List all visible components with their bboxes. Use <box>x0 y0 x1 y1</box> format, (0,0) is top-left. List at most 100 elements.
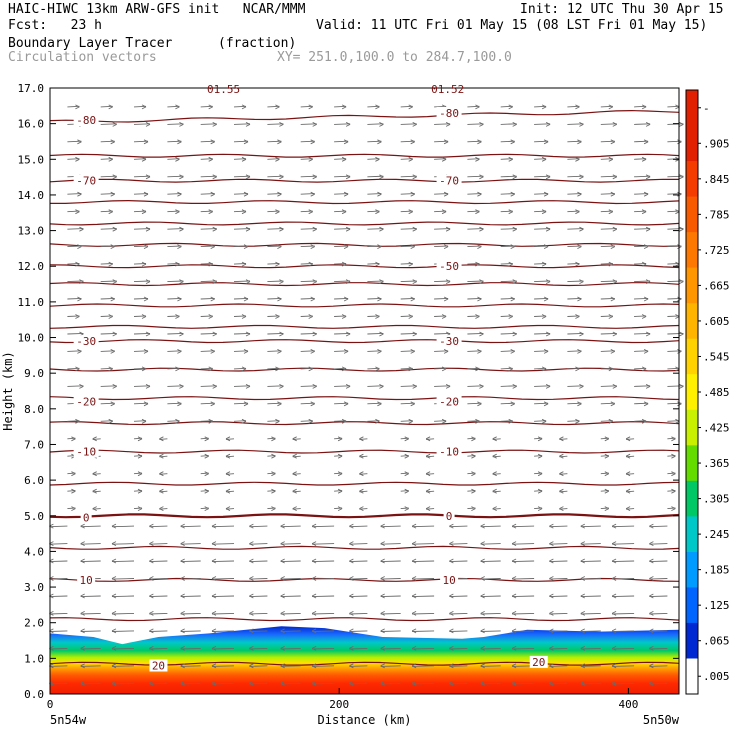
circulation-vector <box>100 140 115 143</box>
vector-arrowhead <box>204 453 209 459</box>
circulation-vector <box>280 578 301 580</box>
vector-arrowhead <box>404 488 409 494</box>
circulation-vector <box>300 385 317 387</box>
vector-arrowhead <box>375 209 380 215</box>
vector-arrowhead <box>271 471 276 477</box>
circulation-vector <box>367 193 382 195</box>
vector-arrowhead <box>612 383 618 389</box>
circulation-vector <box>100 280 117 283</box>
vector-arrowhead <box>577 139 582 145</box>
circulation-vector <box>412 595 435 598</box>
circulation-vector <box>412 525 435 528</box>
colorbar-segment <box>686 338 698 375</box>
circulation-vector <box>400 350 415 352</box>
vector-arrowhead <box>612 174 618 180</box>
circulation-vector <box>111 525 135 528</box>
vector-arrowhead <box>480 523 485 529</box>
y-tick-label: 11.0 <box>18 296 45 309</box>
circulation-vector <box>667 228 684 230</box>
vector-arrowhead <box>377 244 382 250</box>
vector-arrowhead <box>408 418 413 424</box>
circulation-vector <box>600 280 617 283</box>
vector-arrowhead <box>249 541 254 547</box>
vector-arrowhead <box>559 436 564 442</box>
temperature-contour-line <box>49 481 680 486</box>
circulation-vector <box>400 228 417 230</box>
vector-arrowhead <box>275 418 280 424</box>
circulation-vector <box>149 630 168 632</box>
vector-arrowhead <box>380 593 385 599</box>
circulation-vector <box>400 245 415 248</box>
vector-arrowhead <box>310 401 315 407</box>
vector-arrowhead <box>345 174 351 180</box>
vector-arrowhead <box>79 383 84 389</box>
vector-arrowhead <box>249 593 254 599</box>
vector-arrowhead <box>411 645 417 651</box>
circulation-vector <box>634 228 651 230</box>
cross-section-xy: XY= 251.0,100.0 to 284.7,100.0 <box>277 50 512 65</box>
circulation-vector <box>200 228 217 230</box>
vector-arrowhead <box>649 628 654 634</box>
colorbar-label: .245 <box>703 528 730 541</box>
circulation-vector <box>349 630 368 632</box>
vector-arrowhead <box>245 331 251 337</box>
circulation-vector <box>334 140 349 143</box>
circulation-vector <box>434 123 451 125</box>
vector-arrowhead <box>211 645 217 651</box>
vector-arrowhead <box>580 680 586 686</box>
vector-arrowhead <box>379 383 384 389</box>
circulation-vector <box>634 350 649 352</box>
vector-arrowhead <box>480 628 485 634</box>
vector-arrowhead <box>480 680 485 686</box>
contour-label-bg <box>440 573 459 586</box>
vector-arrowhead <box>92 471 97 477</box>
circulation-vector <box>111 647 135 650</box>
vector-arrowhead <box>475 366 480 372</box>
vector-arrowhead <box>543 348 549 354</box>
vector-arrowhead <box>180 523 185 529</box>
colorbar-segment <box>686 516 698 553</box>
vector-arrowhead <box>345 383 351 389</box>
circulation-vector <box>580 682 601 685</box>
vector-arrowhead <box>480 558 485 564</box>
vector-arrowhead <box>441 209 447 215</box>
vector-arrowhead <box>312 226 317 232</box>
circulation-vector <box>167 297 182 300</box>
circulation-vector <box>634 297 649 300</box>
circulation-vector <box>480 612 501 615</box>
vector-arrowhead <box>80 645 85 651</box>
vector-arrowhead <box>608 366 614 372</box>
vector-arrowhead <box>610 191 616 197</box>
circulation-vector <box>100 123 117 125</box>
vector-arrowhead <box>508 261 513 267</box>
circulation-vector <box>280 525 301 528</box>
colorbar-label: .185 <box>703 564 730 577</box>
vector-arrowhead <box>549 610 554 616</box>
circulation-vector <box>549 543 568 545</box>
circulation-vector <box>467 402 482 405</box>
circulation-vector <box>612 665 635 667</box>
x-right-endpoint: 5n50w <box>643 713 680 727</box>
circulation-vector <box>467 140 482 143</box>
vector-arrowhead <box>377 191 382 197</box>
circulation-vector <box>300 193 315 195</box>
vector-arrowhead <box>337 506 343 512</box>
vector-arrowhead <box>175 156 180 162</box>
colorbar-segment <box>686 196 698 233</box>
vector-arrowhead <box>343 191 349 197</box>
vector-arrowhead <box>411 558 417 564</box>
vector-arrowhead <box>111 628 117 634</box>
circulation-vector <box>480 647 501 650</box>
vector-arrowhead <box>425 488 431 494</box>
vector-arrowhead <box>480 645 485 651</box>
circulation-vector <box>649 665 668 667</box>
circulation-vector <box>133 297 149 300</box>
circulation-vector <box>434 193 449 195</box>
vector-arrowhead <box>149 628 154 634</box>
vector-arrowhead <box>379 121 384 127</box>
circulation-vector <box>534 175 551 178</box>
y-tick-label: 17.0 <box>18 82 45 95</box>
vector-arrowhead <box>671 471 676 477</box>
contour-label-bg <box>73 114 99 127</box>
vector-arrowhead <box>275 314 280 319</box>
